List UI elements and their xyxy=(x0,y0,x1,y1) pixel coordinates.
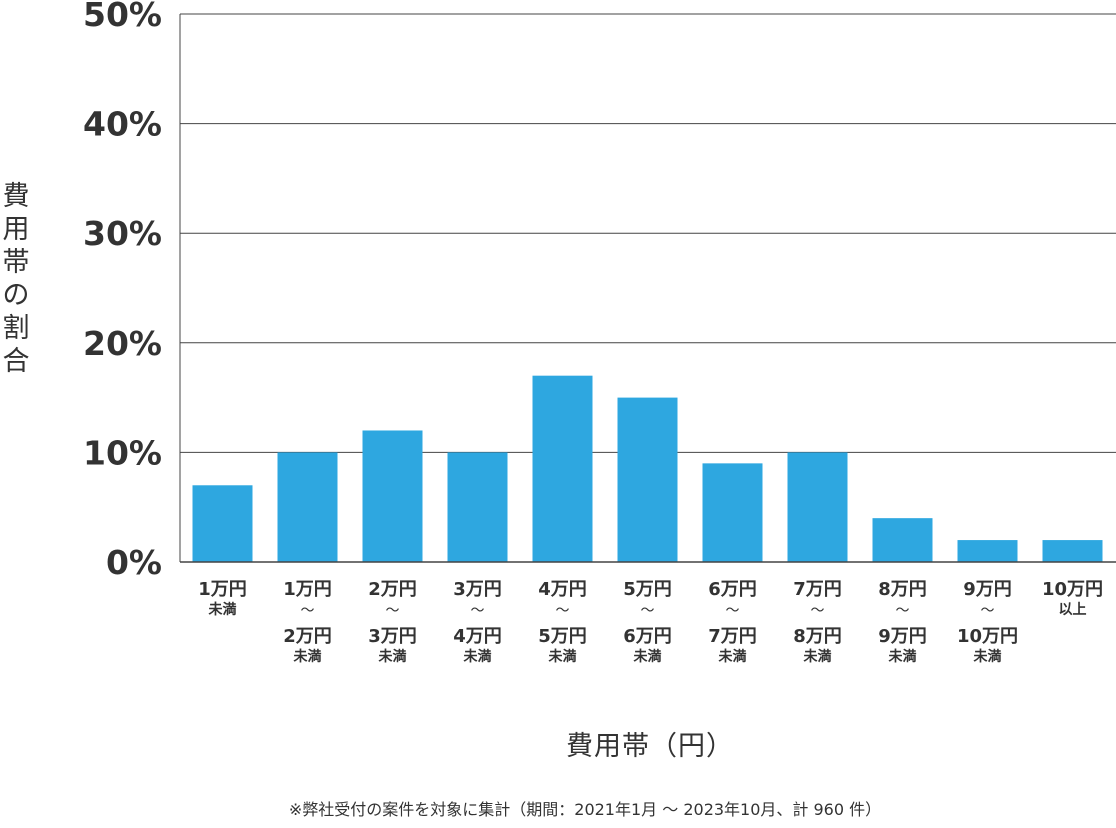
x-tick-label: 7万円〜 8万円未満 xyxy=(793,579,842,665)
y-axis-title-char: 帯 xyxy=(2,247,30,278)
y-axis-title-char: 用 xyxy=(2,214,30,245)
x-tick-label: 5万円〜 6万円未満 xyxy=(623,579,672,665)
bar xyxy=(957,540,1018,562)
bar xyxy=(617,397,678,562)
y-tick-label: 10% xyxy=(83,433,162,472)
y-axis-title-char: の xyxy=(2,280,30,311)
x-axis-title: 費用帯（円） xyxy=(566,731,734,762)
y-tick-label: 40% xyxy=(83,105,162,144)
bar xyxy=(192,485,253,562)
y-tick-label: 20% xyxy=(83,324,162,363)
x-tick-label: 1万円〜 2万円未満 xyxy=(283,579,332,665)
x-tick-label: 6万円〜 7万円未満 xyxy=(708,579,757,665)
y-tick-label: 50% xyxy=(83,0,162,34)
x-tick-label: 10万円以上 xyxy=(1042,579,1103,618)
x-tick-label: 2万円〜 3万円未満 xyxy=(368,579,417,665)
bar xyxy=(1042,540,1103,562)
bar xyxy=(362,430,423,562)
y-axis-title-char: 合 xyxy=(2,346,30,377)
bar xyxy=(447,452,508,562)
bar xyxy=(277,452,338,562)
bar xyxy=(872,518,933,562)
x-tick-label: 4万円〜 5万円未満 xyxy=(538,579,587,665)
footnote: ※弊社受付の案件を対象に集計（期間：2021年1月 〜 2023年10月、計 9… xyxy=(288,800,882,819)
y-tick-label: 0% xyxy=(106,543,162,582)
x-tick-label: 9万円〜 10万円未満 xyxy=(957,579,1018,665)
y-tick-label: 30% xyxy=(83,214,162,253)
y-axis-title-char: 費 xyxy=(2,181,30,212)
bar xyxy=(702,463,763,562)
x-tick-label: 1万円未満 xyxy=(198,579,247,618)
bar xyxy=(532,375,593,562)
bar xyxy=(787,452,848,562)
x-tick-label: 8万円〜 9万円未満 xyxy=(878,579,927,665)
x-tick-label: 3万円〜 4万円未満 xyxy=(453,579,502,665)
y-axis-title-char: 割 xyxy=(2,313,30,344)
